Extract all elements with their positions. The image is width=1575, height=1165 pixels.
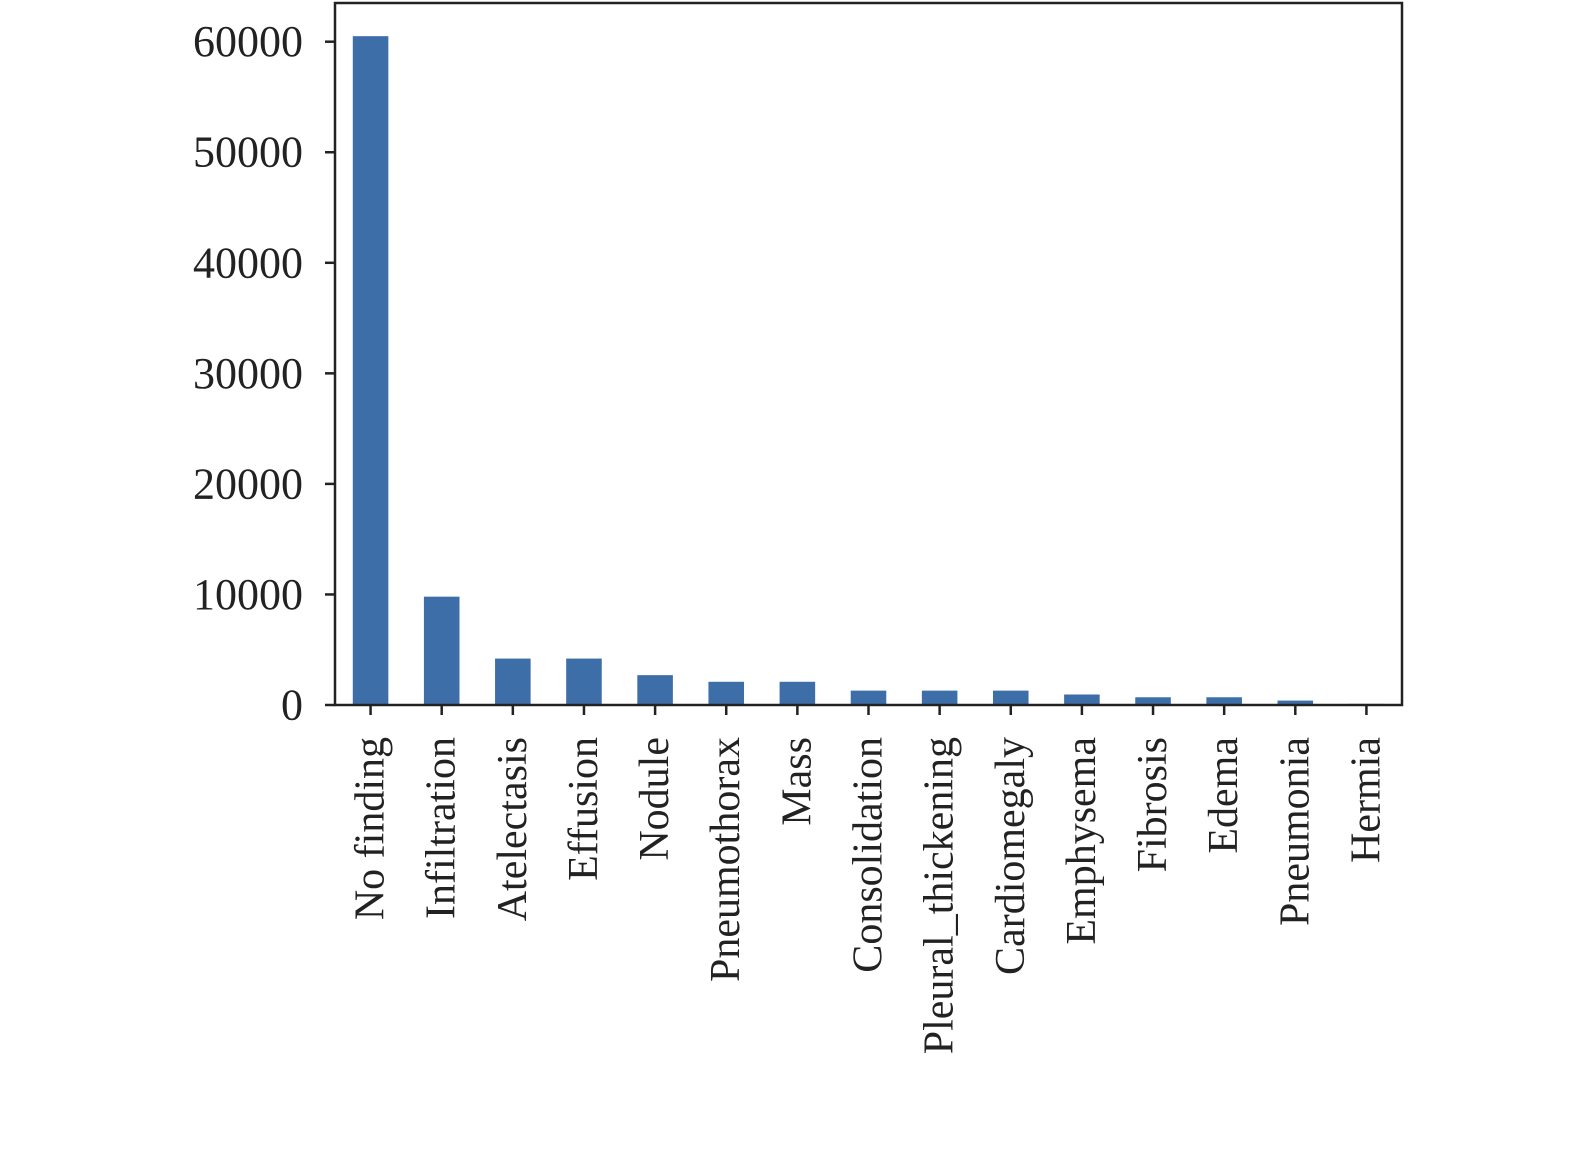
- x-axis: No finding Infiltration Atelectasis Effusio…: [348, 705, 1389, 1054]
- x-tick-label: Pneumothorax: [703, 737, 749, 982]
- y-tick-label: 40000: [193, 238, 303, 287]
- x-tick-label: Cardiomegaly: [988, 737, 1034, 975]
- y-tick-label: 20000: [193, 459, 303, 508]
- y-tick-label: 50000: [193, 128, 303, 177]
- y-tick-label: 60000: [193, 17, 303, 66]
- bar-atelectasis: [495, 658, 531, 705]
- bar-fibrosis: [1135, 697, 1171, 705]
- bar-pneumothorax: [708, 681, 745, 705]
- bar-pneumonia: [1277, 700, 1314, 705]
- y-tick-label: 10000: [193, 570, 303, 619]
- bars-layer: [352, 36, 1385, 706]
- x-tick-label: No finding: [348, 737, 394, 920]
- x-tick-label: Mass: [774, 737, 820, 826]
- x-tick-label: Pneumonia: [1272, 737, 1318, 926]
- x-tick-label: Consolidation: [846, 737, 892, 973]
- y-tick-label: 30000: [193, 349, 303, 398]
- plot-frame: [333, 1, 1404, 707]
- bar-edema: [1206, 697, 1242, 705]
- bar-emphysema: [1064, 694, 1100, 705]
- bar-consolidation: [850, 690, 887, 705]
- bar-nodule: [637, 675, 673, 705]
- bar-no-finding: [352, 36, 389, 706]
- x-tick-label: Fibrosis: [1130, 737, 1176, 872]
- y-tick-label: 0: [281, 681, 303, 730]
- x-tick-label: Nodule: [632, 737, 678, 861]
- x-tick-label: Pleural_thickening: [917, 737, 963, 1054]
- x-tick-label: Atelectasis: [490, 737, 536, 921]
- x-tick-label: Hermia: [1343, 737, 1389, 863]
- y-axis: 0 10000 20000 30000 40000 50000 60000: [193, 17, 335, 730]
- bar-infiltration: [423, 596, 460, 705]
- bar-cardiomegaly: [992, 690, 1029, 705]
- x-tick-label: Effusion: [561, 737, 607, 881]
- bar-effusion: [566, 658, 602, 705]
- x-tick-label: Edema: [1201, 737, 1247, 854]
- x-tick-label: Emphysema: [1059, 737, 1105, 945]
- x-tick-label: Infiltration: [419, 737, 465, 919]
- bar-mass: [779, 681, 816, 705]
- bar-pleural-thickening: [921, 690, 958, 705]
